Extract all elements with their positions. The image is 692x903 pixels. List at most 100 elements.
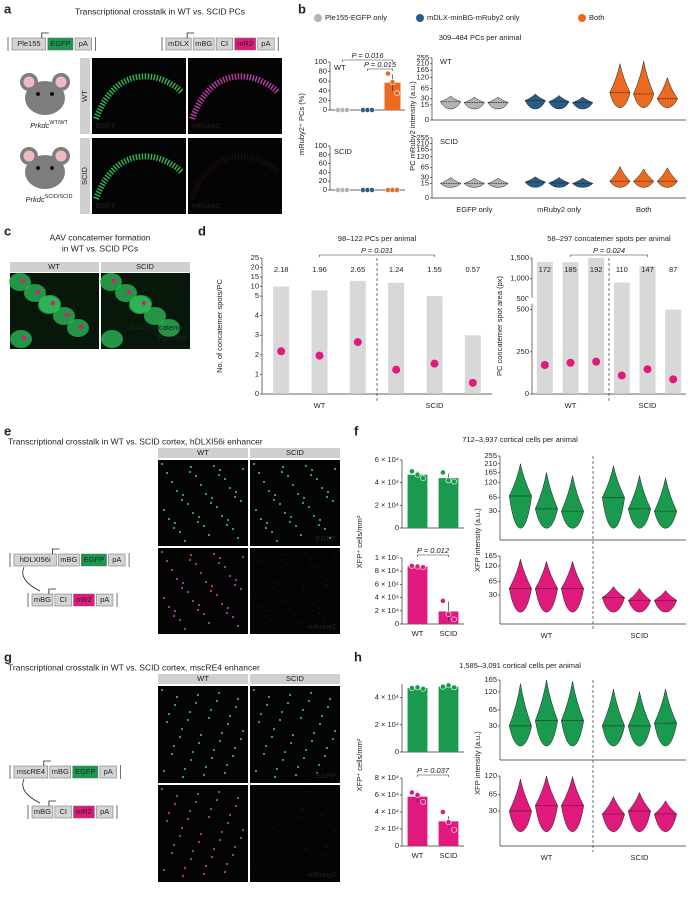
micrograph-signal [309, 473, 313, 477]
distribution-strip [613, 282, 630, 394]
mouse-eye [36, 166, 40, 170]
micrograph-signal [170, 851, 174, 855]
x-tick-label: Both [636, 205, 651, 214]
data-point [394, 90, 400, 97]
micrograph-signal [281, 465, 285, 469]
violin [487, 96, 509, 110]
promoter-arrow [52, 548, 60, 554]
micrograph-signal [317, 862, 321, 866]
column-header [101, 262, 190, 272]
distribution-strip [273, 286, 290, 394]
violin [602, 688, 625, 747]
violin [633, 168, 655, 188]
y-tick-label: 0 [395, 619, 399, 628]
micrograph-signal [262, 752, 266, 756]
violin [463, 96, 485, 110]
row-header [80, 138, 90, 214]
micrograph-signal [209, 708, 213, 712]
micrograph-signal [167, 517, 171, 521]
micrograph-signal [264, 526, 268, 530]
construct-element [11, 37, 47, 51]
promoter-arrow [48, 588, 56, 594]
panel-title: Transcriptional crosstalk in WT vs. SCID… [75, 6, 245, 16]
micrograph-signal [236, 697, 240, 701]
channel-label: EGFP [96, 201, 116, 210]
micrograph-signal [333, 467, 337, 471]
construct-label: mBG [52, 767, 69, 776]
y-tick-label: 0 [323, 185, 327, 194]
construct-element [96, 805, 114, 819]
micrograph-signal [302, 756, 306, 760]
x-group-label: SCID [631, 631, 650, 640]
micrograph-signal [173, 802, 177, 806]
micrograph-signal [252, 462, 256, 466]
micrograph-signal [283, 849, 287, 853]
violin [463, 177, 485, 188]
violin [548, 95, 570, 110]
genotype-allele: WT/WT [49, 120, 68, 126]
micrograph-signal [302, 855, 306, 859]
micrograph-signal [320, 574, 324, 578]
micrograph-signal [183, 627, 187, 631]
mean-marker [592, 357, 601, 366]
y-tick-label: 60 [319, 76, 327, 85]
micrograph-signal [264, 744, 268, 748]
nucleus [144, 307, 166, 325]
micrograph-signal [209, 501, 213, 505]
micrograph-signal [189, 153, 281, 200]
micrograph-signal [312, 830, 316, 834]
promoter-arrow [41, 32, 49, 38]
micrograph-signal [197, 603, 201, 607]
legend-label: Hoechst [158, 333, 186, 342]
micrograph-signal [262, 480, 266, 484]
micrograph-signal [310, 468, 314, 472]
violin [535, 679, 558, 747]
micrograph-signal [191, 511, 195, 515]
construct-label: CI [59, 807, 67, 816]
micrograph-signal [220, 731, 224, 735]
distribution-strip [388, 282, 405, 394]
y-tick-label: 15 [421, 100, 429, 109]
channel-label: EGFP [96, 121, 116, 130]
y-tick-label: 40 [319, 86, 327, 95]
y-tick-label: 40 [319, 167, 327, 176]
micrograph-signal [307, 699, 311, 703]
micrograph-signal [170, 480, 174, 484]
panel-label: d [198, 223, 206, 238]
micrograph-signal [189, 758, 193, 762]
micrograph-signal [264, 614, 268, 618]
micrograph [92, 58, 186, 134]
micrograph-signal [199, 483, 203, 487]
concatemer [64, 312, 70, 318]
micrograph [158, 686, 248, 783]
micrograph-signal [294, 612, 298, 616]
x-tick-label: EGFP only [456, 205, 492, 214]
micrograph-signal [160, 787, 164, 791]
micrograph-signal [317, 763, 321, 767]
micrograph-signal [265, 609, 269, 613]
micrograph-signal [296, 580, 300, 584]
y-axis-label: XFP⁺ cells/mm³ [355, 515, 364, 568]
p-value: P = 0.016 [351, 51, 384, 60]
distribution-strip [665, 309, 682, 394]
micrograph-signal [272, 727, 276, 731]
channel-label: mRuby2 [308, 622, 336, 631]
panel-title: AAV concatemer formation [50, 232, 151, 242]
mean-marker [566, 358, 575, 367]
micrograph-signal [160, 688, 164, 692]
y-tick-label: 250 [516, 347, 529, 356]
micrograph-signal [299, 716, 303, 720]
construct-label: mBG [34, 595, 51, 604]
micrograph-signal [318, 606, 322, 610]
micrograph-signal [199, 832, 203, 836]
construct-label: CI [221, 39, 229, 48]
y-tick-label: 120 [484, 477, 497, 486]
violin [633, 61, 655, 108]
row-label: WT [80, 90, 89, 102]
micrograph-signal [183, 767, 187, 771]
micrograph-signal [162, 596, 166, 600]
micrograph-signal [252, 550, 256, 554]
y-tick-label: 100 [314, 141, 327, 150]
micrograph-signal [288, 520, 292, 524]
